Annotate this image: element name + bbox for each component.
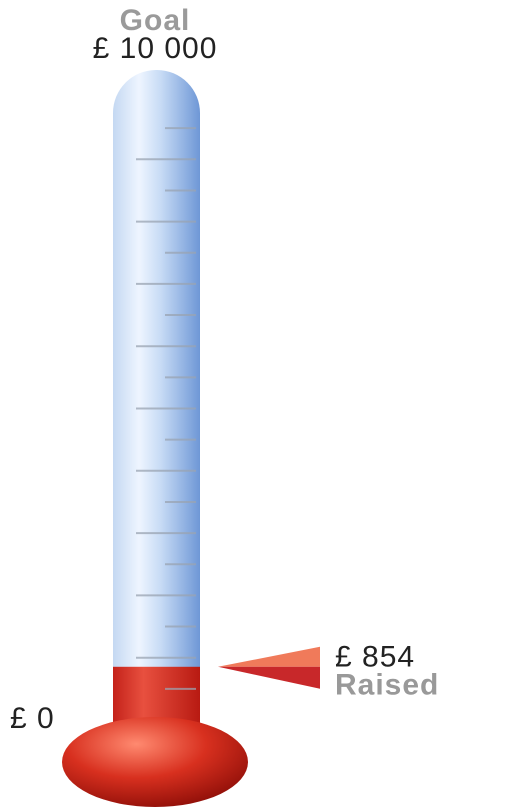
raised-caption: Raised [335, 669, 439, 702]
y-tick-label: £ 0 [10, 702, 55, 735]
y-tick-label: £ 10 000 [93, 32, 218, 65]
thermometer-chart: Goal £ 854Raised£ 0£ 10 000 [0, 0, 519, 807]
bulb [62, 717, 248, 807]
tube [113, 70, 200, 735]
pointer-top [218, 647, 320, 667]
pointer-bottom [218, 667, 320, 689]
